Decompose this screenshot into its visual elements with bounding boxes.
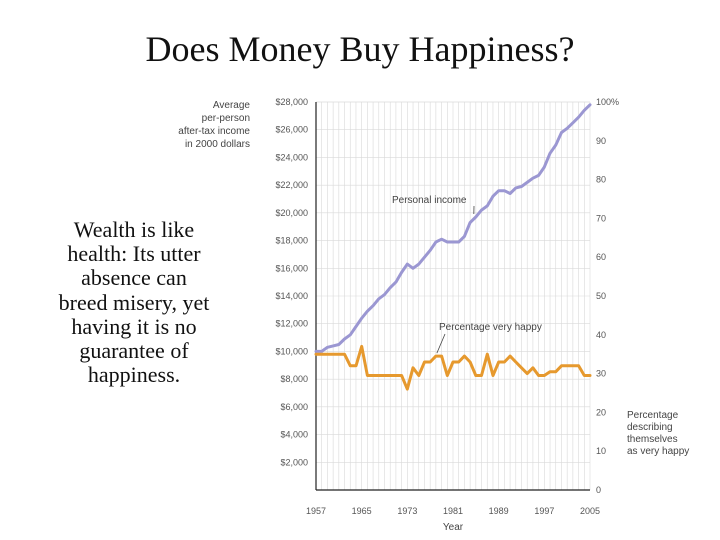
left-tick-label: $20,000 [275, 208, 308, 218]
right-tick-label: 10 [596, 446, 606, 456]
left-tick-label: $22,000 [275, 180, 308, 190]
left-tick-label: $26,000 [275, 125, 308, 135]
left-tick-label: $18,000 [275, 236, 308, 246]
body-line: having it is no [71, 313, 197, 339]
x-tick-label: 1981 [443, 506, 463, 516]
slide-title: Does Money Buy Happiness? [145, 29, 575, 69]
left-tick-label: $24,000 [275, 152, 308, 162]
left-axis-label: per-person [202, 113, 250, 124]
left-axis-label: after-tax income [178, 126, 250, 137]
right-axis-label: describing [627, 422, 673, 433]
right-tick-label: 50 [596, 291, 606, 301]
very-happy-annotation: Percentage very happy [439, 322, 542, 333]
right-tick-label: 90 [596, 136, 606, 146]
body-line: health: Its utter [67, 241, 201, 267]
left-axis-label: Average [213, 100, 251, 111]
body-line: breed misery, yet [58, 289, 210, 315]
personal-income-annotation: Personal income [392, 195, 467, 206]
left-tick-label: $8,000 [280, 374, 308, 384]
body-line: guarantee of [79, 338, 189, 364]
right-tick-label: 60 [596, 252, 606, 262]
left-tick-label: $14,000 [275, 291, 308, 301]
left-tick-label: $6,000 [280, 402, 308, 412]
x-tick-label: 1989 [489, 506, 509, 516]
x-axis-label: Year [443, 522, 464, 533]
slide-body-text: Wealth is like health: Its utter absence… [18, 217, 250, 388]
x-tick-label: 1965 [352, 506, 372, 516]
right-tick-label: 20 [596, 407, 606, 417]
body-line: absence can [81, 265, 187, 291]
right-tick-label: 40 [596, 330, 606, 340]
x-tick-label: 1997 [534, 506, 554, 516]
very-happy-leader [436, 333, 446, 354]
right-tick-label: 80 [596, 175, 606, 185]
x-tick-label: 2005 [580, 506, 600, 516]
right-tick-label: 30 [596, 369, 606, 379]
right-tick-label: 70 [596, 213, 606, 223]
left-tick-label: $12,000 [275, 319, 308, 329]
left-tick-label: $16,000 [275, 263, 308, 273]
very-happy-line [314, 344, 592, 391]
personal-income-line [314, 103, 592, 353]
right-tick-label: 100% [596, 97, 619, 107]
right-axis-label: as very happy [627, 446, 689, 457]
left-tick-label: $28,000 [275, 97, 308, 107]
left-axis-label: in 2000 dollars [185, 139, 250, 150]
right-axis-label: themselves [627, 434, 678, 445]
body-line: Wealth is like [73, 217, 195, 242]
left-tick-label: $10,000 [275, 346, 308, 356]
left-tick-label: $4,000 [280, 430, 308, 440]
right-axis-label: Percentage [627, 410, 679, 421]
x-tick-label: 1957 [306, 506, 326, 516]
right-tick-label: 0 [596, 485, 601, 495]
x-tick-label: 1973 [397, 506, 417, 516]
body-line: happiness. [87, 362, 181, 388]
left-tick-label: $2,000 [280, 457, 308, 467]
